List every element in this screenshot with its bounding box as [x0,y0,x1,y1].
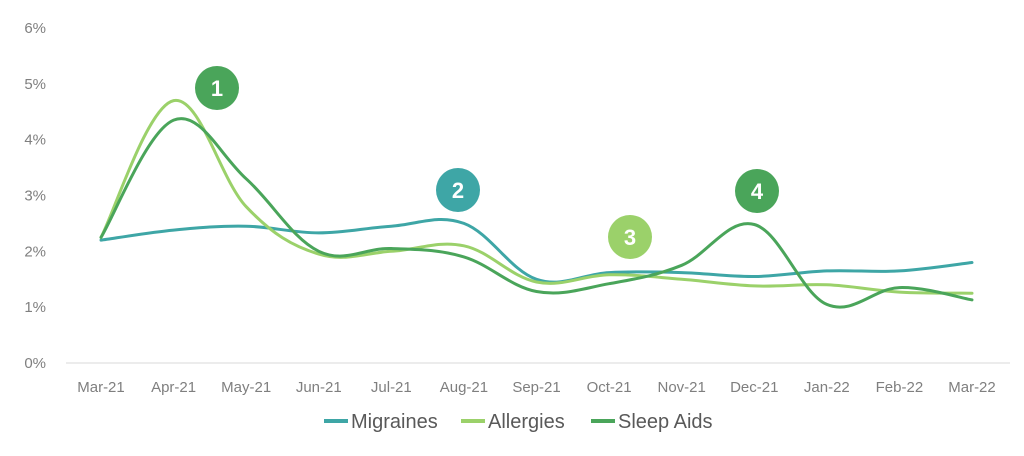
x-tick-label: Feb-22 [876,379,924,396]
annotation-label: 1 [211,76,223,101]
y-tick-label: 1% [24,299,46,316]
annotation-label: 4 [751,179,764,204]
x-tick-label: Apr-21 [151,379,196,396]
legend: Migraines Allergies Sleep Aids [324,411,713,433]
annotation-badge-2: 2 [436,168,480,212]
x-tick-label: Jan-22 [804,379,850,396]
series-lines [99,99,974,309]
annotation-circle [735,169,779,213]
y-tick-label: 2% [24,243,46,260]
annotation-circle [195,66,239,110]
y-tick-label: 5% [24,76,46,93]
y-tick-label: 4% [24,132,46,149]
x-tick-label: Oct-21 [587,379,632,396]
x-tick-label: Mar-21 [77,379,125,396]
annotation-badge-4: 4 [735,169,779,213]
y-tick-label: 3% [24,188,46,205]
y-axis: 0% 1% 2% 3% 4% 5% 6% [24,20,46,372]
x-tick-label: Sep-21 [512,379,560,396]
y-tick-label: 0% [24,355,46,372]
x-tick-label: Jul-21 [371,379,412,396]
annotations: 1 2 3 4 [195,66,779,259]
x-tick-label: Mar-22 [948,379,996,396]
series-line-migraines [99,218,974,284]
x-tick-label: Dec-21 [730,379,778,396]
series-line-sleep-aids [99,117,974,309]
annotation-badge-1: 1 [195,66,239,110]
annotation-label: 2 [452,178,464,203]
x-tick-label: Nov-21 [657,379,705,396]
legend-item-sleep-aids: Sleep Aids [591,411,713,433]
y-tick-label: 6% [24,20,46,37]
x-tick-label: Aug-21 [440,379,488,396]
legend-label: Migraines [351,411,438,433]
x-tick-label: Jun-21 [296,379,342,396]
annotation-label: 3 [624,225,636,250]
x-axis: Mar-21 Apr-21 May-21 Jun-21 Jul-21 Aug-21 Sep-… [77,379,996,396]
annotation-circle [436,168,480,212]
legend-item-migraines: Migraines [324,411,438,433]
series-line-allergies [99,99,974,295]
annotation-badge-3: 3 [608,215,652,259]
legend-label: Allergies [488,411,565,433]
annotation-circle [608,215,652,259]
legend-label: Sleep Aids [618,411,713,433]
x-tick-label: May-21 [221,379,271,396]
legend-item-allergies: Allergies [461,411,565,433]
